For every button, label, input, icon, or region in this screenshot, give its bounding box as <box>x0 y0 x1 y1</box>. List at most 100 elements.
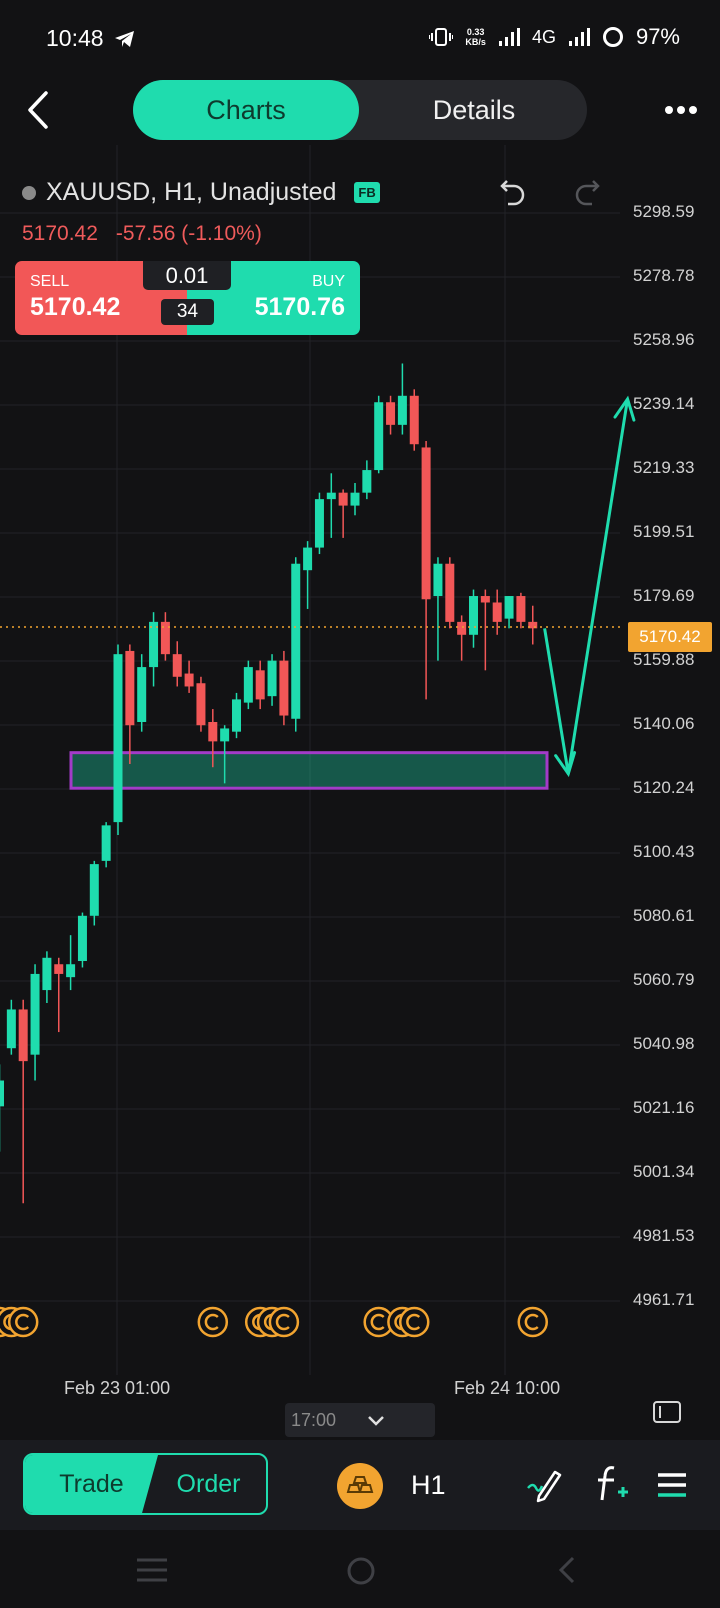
candle-body <box>397 395 407 425</box>
candle-body <box>528 621 538 629</box>
y-tick-label: 5159.88 <box>633 650 695 669</box>
network-type: 4G <box>531 26 556 47</box>
telegram-icon <box>114 31 134 47</box>
tab-charts[interactable]: Charts <box>133 80 359 140</box>
candle-body <box>374 402 384 471</box>
back-arrow-icon[interactable] <box>24 90 54 130</box>
fb-badge[interactable]: FB <box>354 182 380 203</box>
candle-body <box>504 596 514 619</box>
buy-label: BUY <box>312 273 345 290</box>
candle-body <box>42 957 52 991</box>
candle-body <box>433 563 443 597</box>
price-chart[interactable] <box>0 145 720 1425</box>
candle-body <box>350 492 360 506</box>
symbol-header: XAUUSD, H1, Unadjusted FB <box>22 178 380 207</box>
candle-body <box>421 447 431 600</box>
x-label: Feb 23 01:00 <box>64 1378 171 1398</box>
status-indicators: 0.33 KB/s 4G 97% <box>429 24 680 50</box>
y-tick-label: 5179.69 <box>633 586 695 605</box>
battery-level: 97% <box>635 24 680 49</box>
trade-button[interactable]: Trade <box>25 1455 158 1513</box>
undo-icon[interactable] <box>498 176 528 206</box>
marker-ring <box>7 1306 39 1338</box>
marker-glyph <box>370 1313 385 1331</box>
last-price: 5170.42 <box>22 222 98 245</box>
spread-value: 34 <box>161 299 214 325</box>
network-speed: 0.33 KB/s <box>465 27 486 47</box>
y-tick-label: 5219.33 <box>633 458 695 477</box>
speed-unit: KB/s <box>465 37 486 47</box>
fullscreen-icon[interactable] <box>652 1400 682 1424</box>
order-button[interactable]: Order <box>176 1469 241 1498</box>
candle-body <box>279 660 289 716</box>
candle-body <box>469 596 478 635</box>
y-tick-label: 4981.53 <box>633 1226 695 1245</box>
y-tick-label: 4961.71 <box>633 1290 695 1309</box>
signal-icon <box>498 28 520 46</box>
candle-body <box>149 621 159 668</box>
indicator-fx-icon[interactable] <box>592 1462 632 1506</box>
current-price-tag: 5170.42 <box>628 622 712 652</box>
crosshair-time: 17:00 <box>291 1409 337 1430</box>
y-tick-label: 5239.14 <box>633 394 695 413</box>
draw-pen-icon[interactable] <box>525 1464 565 1504</box>
candle-body <box>160 621 170 655</box>
event-markers <box>0 1306 548 1338</box>
candle-body <box>303 547 313 571</box>
more-dots-icon[interactable] <box>664 104 698 116</box>
candle-body <box>267 660 277 697</box>
vibrate-icon <box>429 28 454 46</box>
y-tick-label: 5199.51 <box>633 522 695 541</box>
candle-body <box>409 395 419 445</box>
chevron-down-icon <box>368 1416 384 1426</box>
candle-body <box>0 1080 4 1107</box>
system-nav-bar <box>0 1530 720 1608</box>
status-dot-icon <box>22 185 36 200</box>
x-label: Feb 24 10:00 <box>454 1378 561 1398</box>
timeframe-selector[interactable]: H1 <box>411 1470 446 1500</box>
candle-body <box>243 667 253 703</box>
home-icon[interactable] <box>345 1555 377 1587</box>
back-nav-icon[interactable] <box>555 1554 579 1586</box>
marker-glyph <box>204 1313 219 1331</box>
economic-event-marker-icon <box>197 1306 229 1338</box>
marker-glyph <box>406 1313 421 1331</box>
candle-body <box>89 864 99 916</box>
candle-body <box>386 402 396 425</box>
candle-body <box>172 654 182 677</box>
marker-ring <box>517 1306 548 1338</box>
buy-price: 5170.76 <box>254 293 345 321</box>
arrow-head-up <box>613 395 636 422</box>
gold-bars-icon[interactable] <box>337 1463 383 1509</box>
marker-glyph <box>15 1313 30 1331</box>
candle-body <box>196 683 206 726</box>
candle-body <box>101 825 111 861</box>
recent-apps-icon[interactable] <box>135 1557 169 1583</box>
economic-event-marker-icon <box>399 1306 430 1338</box>
y-tick-label: 5140.06 <box>633 714 695 733</box>
redo-icon[interactable] <box>572 176 602 206</box>
marker-ring <box>399 1306 430 1338</box>
candle-body <box>314 499 324 548</box>
candle-body <box>220 728 230 742</box>
marker-glyph <box>275 1313 290 1331</box>
status-bar: 10:48 0.33 KB/s 4G 97% <box>0 0 720 70</box>
y-tick-label: 5120.24 <box>633 778 695 797</box>
candle-body <box>6 1009 16 1049</box>
tab-details[interactable]: Details <box>432 94 516 125</box>
menu-lines-icon[interactable] <box>656 1472 688 1498</box>
candle-body <box>66 964 76 978</box>
y-tick-label: 5298.59 <box>633 202 695 221</box>
buy-button[interactable]: BUY 5170.76 <box>187 261 360 335</box>
candle-body <box>30 973 40 1055</box>
candle-body <box>137 667 147 722</box>
time-crosshair-chip[interactable]: 17:00 <box>285 1403 435 1437</box>
candles <box>0 363 538 1204</box>
price-change: -57.56 (-1.10%) <box>115 222 262 245</box>
candle-body <box>492 602 502 622</box>
marker-ring <box>197 1306 229 1338</box>
trade-order-switch: Trade Order <box>23 1453 268 1515</box>
lot-size-input[interactable]: 0.01 <box>143 261 231 290</box>
quick-trade-panel: SELL 5170.42 BUY 5170.76 0.01 34 <box>15 261 360 335</box>
price-row: 5170.42 -57.56 (-1.10%) <box>22 222 262 246</box>
